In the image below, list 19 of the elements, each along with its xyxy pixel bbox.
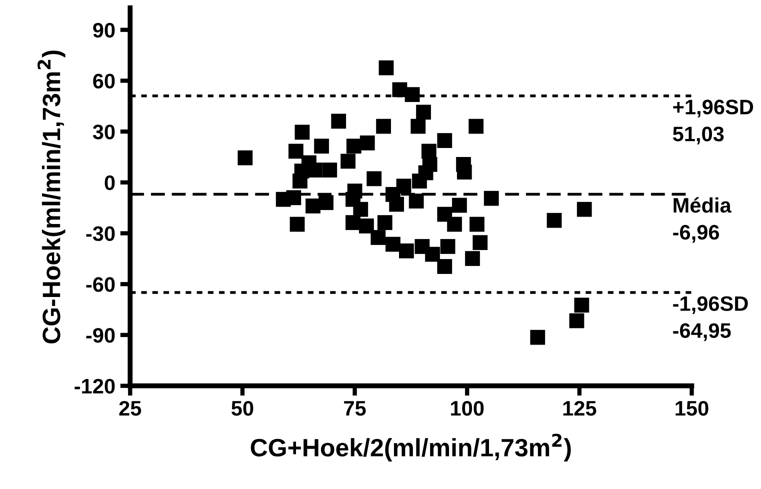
- ref-line-label: +1,96SD 51,03: [672, 100, 754, 144]
- x-tick-label: 125: [563, 400, 596, 416]
- y-tick-label: 0: [104, 175, 115, 190]
- x-tick-label: 25: [119, 400, 142, 416]
- x-tick-label: 100: [451, 400, 484, 416]
- y-tick-label: -120: [74, 378, 115, 394]
- y-tick-label: 90: [93, 22, 115, 38]
- y-axis-title: CG-Hoek(ml/min/1,73m$^{2}$): [38, 50, 66, 344]
- x-tick-label: 150: [676, 400, 708, 416]
- x-axis-title: CG+Hoek/2(ml/min/1,73m$^{2}$): [250, 434, 571, 462]
- ref-line-label: -1,96SD -64,95: [673, 296, 748, 341]
- x-tick-label: 50: [232, 400, 254, 416]
- ref-line-label: Média -6,96: [673, 197, 732, 243]
- y-tick-label: 30: [92, 124, 115, 140]
- y-tick-label: 60: [93, 74, 115, 88]
- y-tick-label: -60: [86, 277, 115, 292]
- x-tick-label: 75: [344, 401, 366, 416]
- y-tick-label: -90: [86, 328, 115, 343]
- y-tick-label: -30: [86, 226, 115, 242]
